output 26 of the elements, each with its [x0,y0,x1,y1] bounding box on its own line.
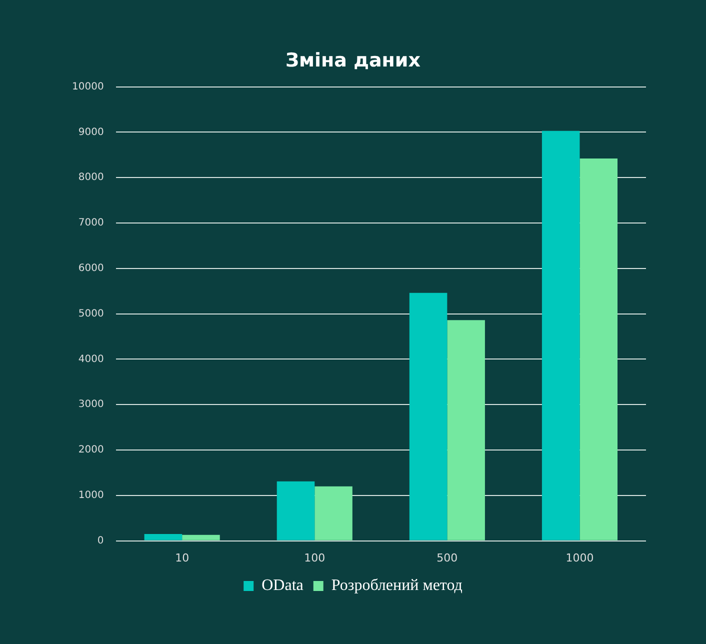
bar [314,486,352,540]
x-tick-label: 100 [304,551,326,564]
y-tick-label: 4000 [78,354,104,365]
y-tick-label: 1000 [78,490,104,501]
y-tick-label: 0 [97,535,104,546]
y-tick-label: 10000 [72,81,104,92]
bar [542,130,580,540]
x-tick-label: 500 [436,551,458,564]
bar [580,158,618,540]
y-tick-label: 8000 [78,172,104,184]
x-tick-label: 1000 [566,551,594,564]
chart-title: Зміна даних [286,49,420,72]
y-tick-label: 3000 [78,399,104,410]
y-tick-label: 2000 [78,444,104,456]
bar [276,481,315,540]
bar [409,292,448,540]
y-tick-label: 7000 [78,218,104,229]
y-tick-label: 6000 [78,262,104,274]
y-tick-label: 9000 [78,126,104,138]
legend-label: OData [262,577,304,594]
x-tick-label: 10 [175,551,190,564]
legend-label: Розроблений метод [331,577,462,594]
bar [144,534,182,540]
y-tick-label: 5000 [78,308,104,320]
bar [182,534,220,540]
bar [447,320,485,540]
